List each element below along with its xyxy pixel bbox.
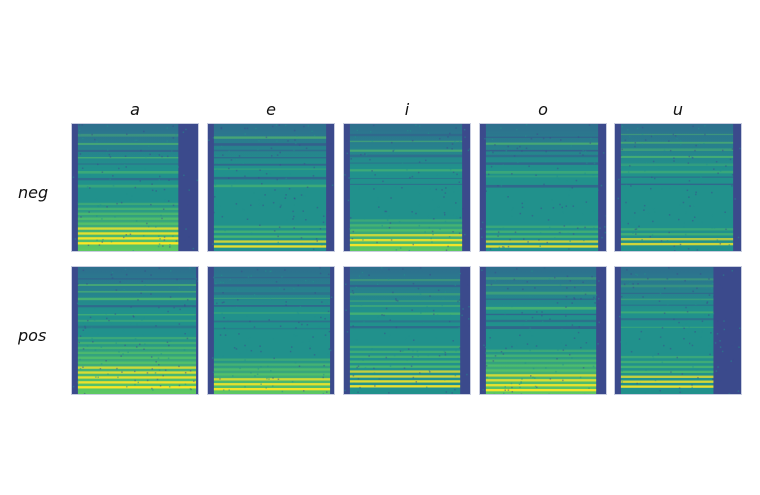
row-label-neg: neg bbox=[18, 183, 49, 202]
spectrogram-neg-e bbox=[207, 123, 335, 252]
spectrogram-neg-a bbox=[71, 123, 199, 252]
spectrogram-pos-i bbox=[343, 266, 471, 395]
spectrogram-pos-o bbox=[479, 266, 607, 395]
column-label-e: e bbox=[266, 100, 276, 119]
column-label-i: i bbox=[404, 100, 410, 119]
spectrogram-neg-o bbox=[479, 123, 607, 252]
spectrogram-pos-u bbox=[614, 266, 742, 395]
column-label-a: a bbox=[130, 100, 140, 119]
spectrogram-pos-a bbox=[71, 266, 199, 395]
spectrogram-neg-i bbox=[343, 123, 471, 252]
spectrogram-pos-e bbox=[207, 266, 335, 395]
row-label-pos: pos bbox=[18, 326, 47, 345]
spectrogram-neg-u bbox=[614, 123, 742, 252]
column-label-u: u bbox=[672, 100, 684, 119]
column-label-o: o bbox=[538, 100, 548, 119]
